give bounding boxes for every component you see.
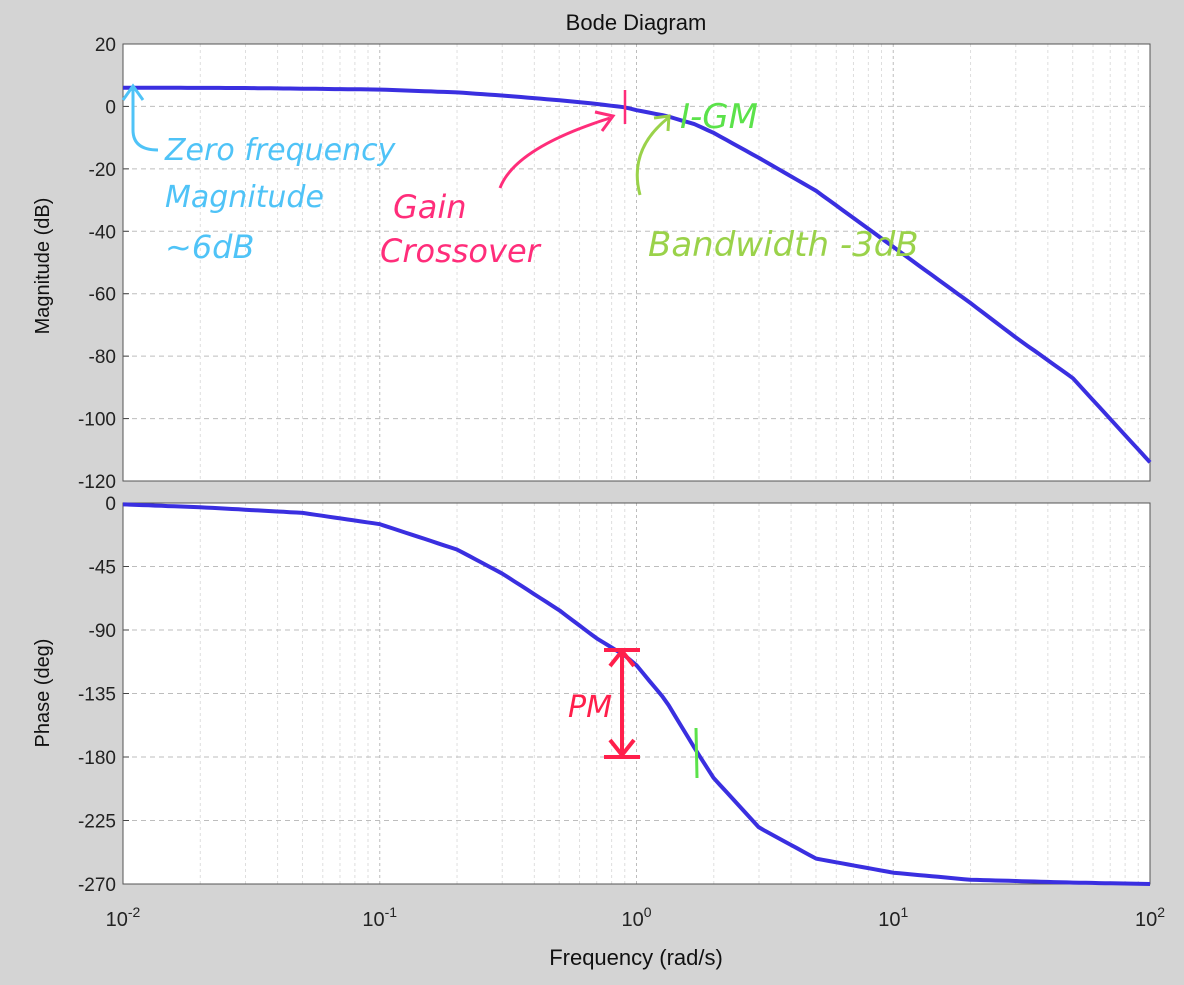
x-tick-exponent: -1 [385,904,398,920]
zero-frequency-label-2: Magnitude [165,180,324,215]
phase-margin-label: PM [568,690,612,725]
x-tick-exponent: 0 [644,904,652,920]
magnitude-ylabel: Magnitude (dB) [32,198,54,335]
x-tick-base: 10 [106,909,128,931]
zero-frequency-label-1: Zero frequency [164,133,397,168]
phase-ytick-label: -180 [78,748,116,769]
x-tick-base: 10 [362,909,384,931]
phase-ylabel: Phase (deg) [32,639,54,748]
phase-ytick-label: -270 [78,875,116,896]
magnitude-ytick-label: 20 [95,35,116,56]
phase-ytick-label: -135 [78,685,116,706]
zero-frequency-label-3: ~6dB [165,228,254,266]
chart-title: Bode Diagram [566,10,707,35]
x-tick-base: 10 [621,909,643,931]
phase-ytick-label: 0 [105,494,116,515]
phase-crossover-tick [696,728,697,778]
magnitude-ytick-label: -20 [89,160,116,181]
phase-ytick-label: -45 [89,558,116,579]
magnitude-ytick-label: -60 [89,285,116,306]
phase-ytick-label: -90 [89,621,116,642]
x-tick-exponent: 1 [900,904,908,920]
x-tick-base: 10 [1135,909,1157,931]
frequency-xlabel: Frequency (rad/s) [549,945,723,970]
bandwidth-label: Bandwidth -3dB [648,225,919,265]
magnitude-ytick-label: -40 [89,222,116,243]
x-tick-exponent: 2 [1157,904,1165,920]
gain-crossover-label-2: Crossover [380,232,542,270]
x-tick-base: 10 [878,909,900,931]
gain-crossover-label-1: Gain [393,188,467,226]
gain-margin-label: I-GM [680,97,758,137]
magnitude-ytick-label: -80 [89,347,116,368]
magnitude-ytick-label: -100 [78,410,116,431]
magnitude-ytick-label: 0 [105,97,116,118]
x-tick-exponent: -2 [128,904,141,920]
phase-ytick-label: -225 [78,812,116,833]
magnitude-ytick-label: -120 [78,472,116,493]
